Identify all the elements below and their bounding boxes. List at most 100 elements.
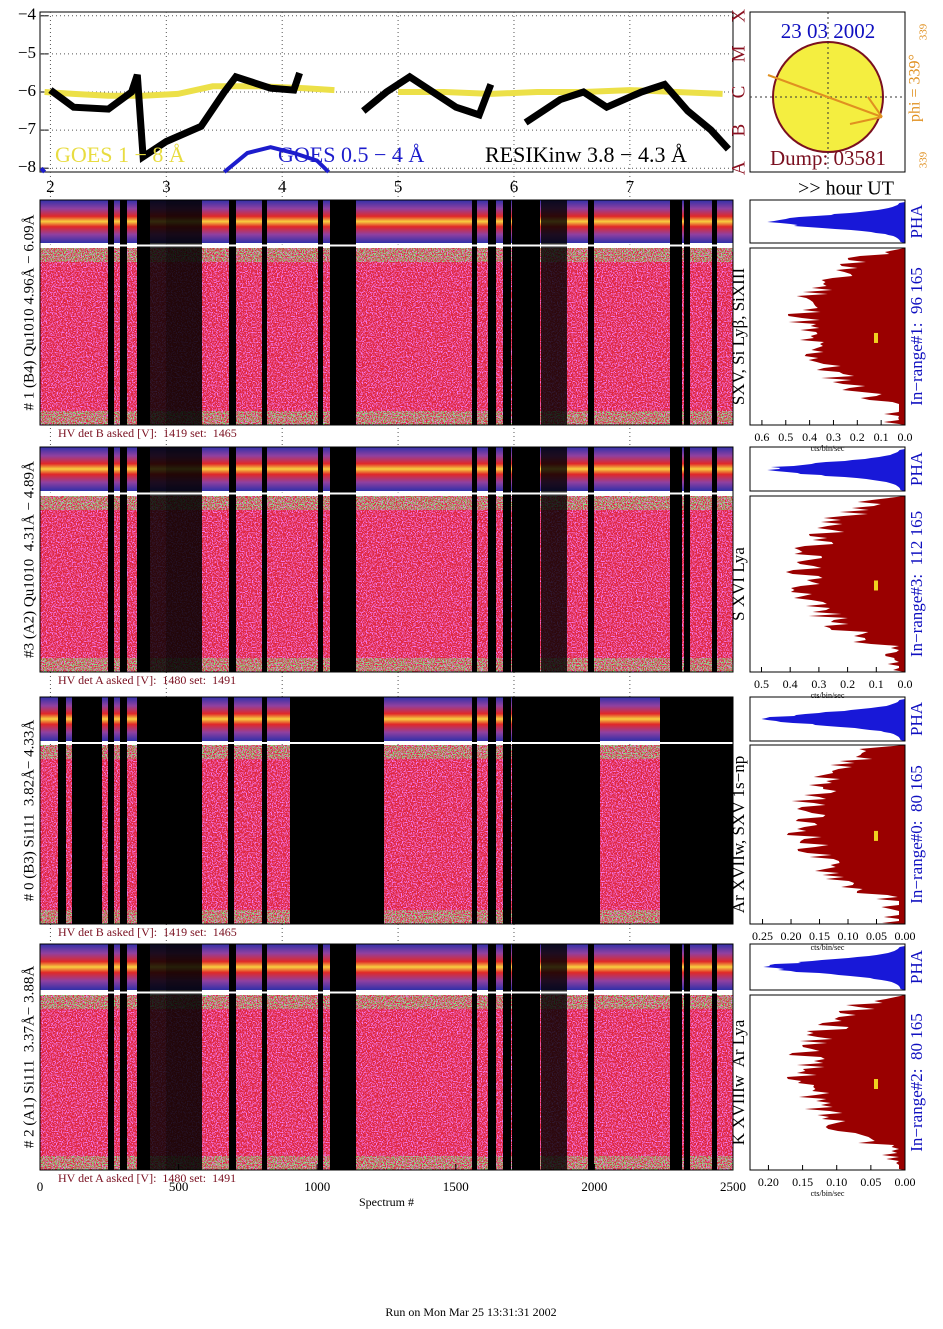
- data-gap: [166, 200, 202, 425]
- x-tick-label: 2000: [581, 1179, 607, 1194]
- data-gap: [108, 944, 114, 1170]
- hist-tick-label: 0.1: [874, 430, 889, 444]
- x-axis-label: Spectrum #: [359, 1195, 414, 1209]
- y-tick-label: −5: [18, 43, 36, 62]
- y-tick-label: −7: [18, 119, 37, 138]
- data-gap: [150, 200, 166, 425]
- data-gap: [120, 447, 127, 672]
- line-label: SXV, Si Lyβ, SiXIII: [729, 268, 748, 406]
- hist-tick-label: 0.25: [752, 929, 773, 943]
- data-gap: [684, 200, 690, 425]
- hist-xlabel: cts/bin/sec: [811, 691, 845, 700]
- x-tick-label: 2500: [720, 1179, 746, 1194]
- hv-caption: HV det A asked [V]: 1480 set: 1491: [58, 1171, 236, 1185]
- line-label: K XVIIIw Ar Lya: [729, 1019, 748, 1145]
- hv-caption: HV det B asked [V]: 1419 set: 1465: [58, 426, 237, 440]
- data-gap: [488, 697, 496, 924]
- class-label: C: [728, 86, 749, 99]
- histogram: [786, 745, 905, 924]
- hist-frame: [749, 744, 906, 925]
- hist-frame: [749, 247, 906, 426]
- detector-label: # 1 (B4) Qu1010 4.96Å − 6.09Å: [21, 214, 37, 410]
- data-gap: [166, 447, 202, 672]
- hist-tick-label: 0.15: [792, 1175, 813, 1189]
- data-gap: [488, 447, 496, 672]
- data-gap: [137, 697, 150, 924]
- hist-tick-label: 0.5: [778, 430, 793, 444]
- data-gap: [503, 944, 511, 1170]
- hv-caption: HV det B asked [V]: 1419 set: 1465: [58, 925, 237, 939]
- data-gap: [512, 447, 540, 672]
- hist-tick-label: 0.4: [802, 430, 817, 444]
- data-gap: [137, 200, 150, 425]
- pha-frame: [749, 696, 906, 742]
- data-gap: [712, 447, 717, 672]
- pha-histogram: [767, 202, 905, 243]
- marker: [874, 830, 878, 841]
- x-tick-label: 4: [278, 177, 287, 196]
- data-gap: [229, 447, 236, 672]
- data-gap: [229, 944, 236, 1170]
- y-tick-label: −8: [18, 157, 36, 176]
- data-gap: [588, 200, 594, 425]
- hist-tick-label: 0.00: [895, 929, 916, 943]
- hist-tick-label: 0.0: [898, 677, 913, 691]
- x-tick-label: 7: [626, 177, 635, 196]
- data-gap: [318, 944, 323, 1170]
- hist-tick-label: 0.15: [809, 929, 830, 943]
- hist-tick-label: 0.10: [838, 929, 859, 943]
- line-label: Ar XVIIw, SXV 1s−np: [729, 756, 748, 913]
- phi-small: 339: [918, 151, 930, 168]
- data-gap: [108, 697, 114, 924]
- pha-frame: [749, 199, 906, 244]
- data-gap: [330, 944, 356, 1170]
- pha-frame: [749, 943, 906, 991]
- sun-inset: 23 03 2002 Dump: 03581 phi = 339° 339 33…: [749, 11, 930, 173]
- x-tick-label: 3: [162, 177, 171, 196]
- x-tick-label: 2: [46, 177, 55, 196]
- hour-label: >> hour UT: [798, 178, 894, 200]
- data-gap: [229, 200, 236, 425]
- legend-entry: RESIKinw 3.8 − 4.3 Å: [485, 142, 687, 167]
- series-line: [48, 71, 731, 164]
- data-gap: [108, 447, 114, 672]
- line-label: S XVI Lya: [729, 547, 748, 621]
- x-tick-label: 500: [169, 1179, 189, 1194]
- data-gap: [588, 944, 594, 1170]
- class-label: B: [728, 124, 749, 137]
- range-label: In−range#1: 96 165: [907, 267, 926, 405]
- histogram: [787, 248, 905, 425]
- panel-frame: [39, 943, 734, 1171]
- data-gap: [120, 200, 127, 425]
- hist-frame: [749, 994, 906, 1171]
- data-gap: [588, 447, 594, 672]
- x-tick-label: 5: [394, 177, 403, 196]
- hist-xlabel: cts/bin/sec: [811, 444, 845, 453]
- legend-entry: GOES 1 − 8 Å: [55, 142, 185, 167]
- data-gap: [512, 944, 540, 1170]
- data-gap: [541, 200, 567, 425]
- hist-xlabel: cts/bin/sec: [811, 1189, 845, 1198]
- data-gap: [262, 447, 267, 672]
- hist-frame: [749, 495, 906, 673]
- data-gap: [670, 944, 682, 1170]
- data-gap: [150, 944, 166, 1170]
- histogram: [786, 995, 905, 1170]
- series-line: [39, 145, 331, 174]
- data-gap: [503, 697, 511, 924]
- data-gap: [503, 200, 511, 425]
- date: 23 03 2002: [781, 19, 876, 43]
- panel-frame: [39, 696, 734, 925]
- hist-tick-label: 0.3: [826, 430, 841, 444]
- pha-label: PHA: [907, 451, 926, 486]
- range-label: In−range#0: 80 165: [907, 765, 926, 903]
- data-gap: [330, 200, 356, 425]
- data-gap: [472, 697, 477, 924]
- data-gap: [120, 697, 127, 924]
- marker: [874, 580, 878, 591]
- hv-caption: HV det A asked [V]: 1480 set: 1491: [58, 673, 236, 687]
- data-gap: [670, 200, 682, 425]
- histogram: [785, 496, 905, 672]
- legend-entry: GOES 0.5 − 4 Å: [278, 142, 424, 167]
